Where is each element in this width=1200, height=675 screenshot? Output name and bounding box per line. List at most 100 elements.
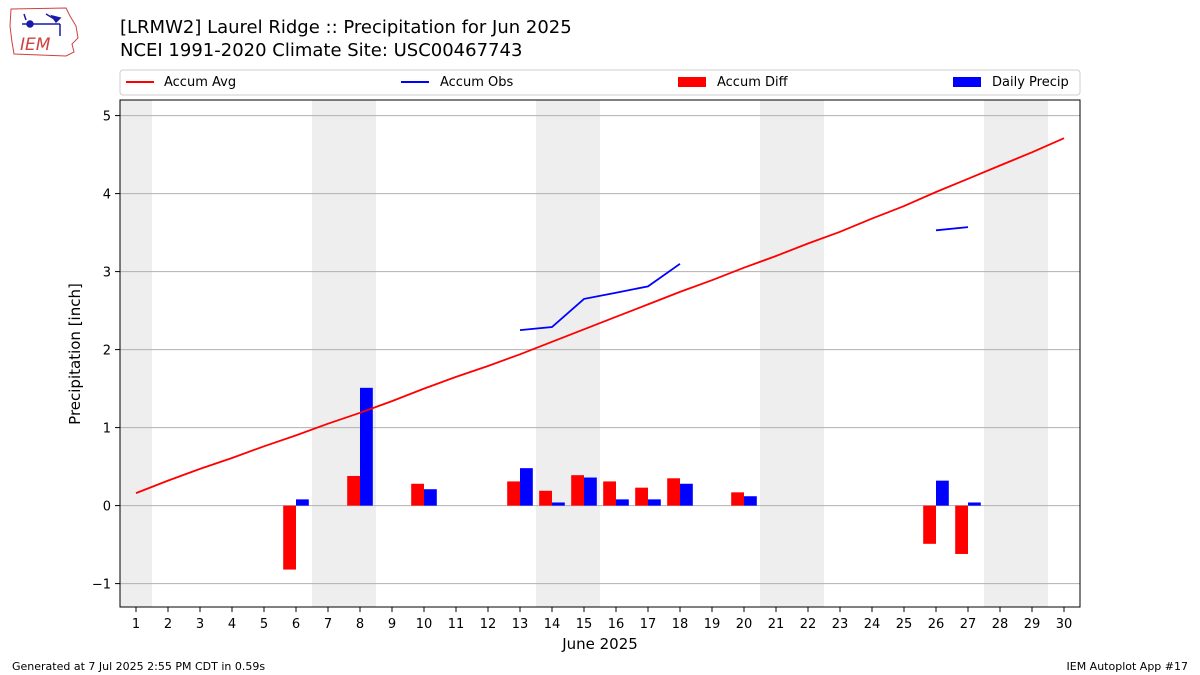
daily-precip-bar-day-14 [552,502,565,506]
x-tick-label: 10 [416,617,433,632]
weekend-band-29 [1016,100,1048,607]
x-tick-label: 4 [228,617,236,632]
accum-diff-bar-day-10 [411,483,424,506]
x-tick-label: 18 [672,617,689,632]
legend-label-accum-obs: Accum Obs [440,75,513,90]
logo-text: IEM [20,35,51,55]
x-tick-label: 17 [640,617,657,632]
lines [135,137,1065,494]
bars [283,387,981,570]
weekend-band-21 [760,100,792,607]
legend: Accum Avg Accum Obs Accum Diff Daily Pre… [119,69,1081,96]
weekend-band-15 [568,100,600,607]
x-tick-label: 7 [324,617,332,632]
y-tick-label: 1 [103,422,111,437]
chart-title: [LRMW2] Laurel Ridge :: Precipitation fo… [120,17,572,38]
accum-diff-bar-day-27 [955,505,968,554]
y-tick-label: 5 [103,110,111,125]
iem-logo: IEM [9,7,79,57]
legend-label-accum-avg: Accum Avg [164,75,236,90]
accum-diff-bar-day-17 [635,487,648,506]
accum-obs-line-1 [935,226,969,232]
legend-entry-accum-diff: Accum Diff [678,75,789,90]
daily-precip-bar-day-13 [520,468,533,506]
y-tick-label: 4 [103,188,111,203]
x-tick-label: 21 [768,617,785,632]
weather-instruments-icon [22,13,62,36]
x-tick-label: 13 [512,617,529,632]
y-axis-label: Precipitation [inch] [66,283,84,425]
daily-precip-bar-day-8 [360,387,373,506]
legend-label-daily-precip: Daily Precip [992,75,1069,90]
x-tick-label: 16 [608,617,625,632]
daily-precip-bar-day-17 [648,499,661,506]
daily-precip-bar-day-20 [744,496,757,506]
x-tick-label: 27 [960,617,977,632]
legend-entry-accum-avg: Accum Avg [126,75,236,90]
x-tick-label: 6 [292,617,300,632]
y-tick-label: −1 [92,578,111,593]
x-axis-label: June 2025 [561,635,638,653]
chart-subtitle: NCEI 1991-2020 Climate Site: USC00467743 [120,40,523,61]
x-tick-label: 28 [992,617,1009,632]
x-tick-label: 9 [388,617,396,632]
x-tick-label: 8 [356,617,364,632]
x-tick-label: 14 [544,617,561,632]
daily-precip-bar-day-18 [680,483,693,506]
x-tick-label: 3 [196,617,204,632]
plot-frame [119,99,1081,608]
x-tick-label: 25 [896,617,913,632]
weekend-shading [120,100,1048,607]
weekend-band-8 [344,100,376,607]
legend-swatch-accum-diff [678,77,706,87]
daily-precip-bar-day-15 [584,477,597,506]
accum-diff-bar-day-8 [347,475,360,506]
legend-frame [119,69,1081,96]
x-tick-label: 15 [576,617,593,632]
x-tick-label: 12 [480,617,497,632]
legend-swatch-daily-precip [953,77,981,87]
x-tick-label: 19 [704,617,721,632]
accum-diff-bar-day-14 [539,490,552,506]
x-tick-label: 11 [448,617,465,632]
accum-diff-bar-day-13 [507,481,520,506]
weekend-band-14 [536,100,568,607]
x-tick-label: 30 [1056,617,1073,632]
weekend-band-1 [120,100,152,607]
accum-diff-bar-day-15 [571,475,584,506]
daily-precip-bar-day-27 [968,502,981,506]
daily-precip-bar-day-6 [296,499,309,506]
x-tick-label: 22 [800,617,817,632]
y-tick-label: 3 [103,266,111,281]
x-tick-label: 1 [132,617,140,632]
app-credit: IEM Autoplot App #17 [1066,660,1189,673]
grid-lines [120,115,1080,585]
x-tick-label: 20 [736,617,753,632]
daily-precip-bar-day-10 [424,489,437,506]
accum-avg-line-0 [135,137,1065,494]
legend-entry-accum-obs: Accum Obs [401,75,513,90]
legend-entry-daily-precip: Daily Precip [953,75,1069,90]
x-tick-label: 5 [260,617,268,632]
legend-label-accum-diff: Accum Diff [717,75,789,90]
iowa-outline-icon [9,7,79,57]
accum-diff-bar-day-20 [731,492,744,506]
weekend-band-28 [984,100,1016,607]
x-tick-label: 24 [864,617,881,632]
daily-precip-bar-day-16 [616,499,629,506]
accum-diff-bar-day-18 [667,478,680,506]
x-tick-label: 29 [1024,617,1041,632]
daily-precip-bar-day-26 [936,480,949,506]
x-tick-label: 23 [832,617,849,632]
x-tick-label: 26 [928,617,945,632]
accum-obs-line-0 [519,263,681,331]
y-tick-label: 0 [103,500,111,515]
x-tick-label: 2 [164,617,172,632]
accum-diff-bar-day-16 [603,481,616,506]
y-tick-label: 2 [103,344,111,359]
weekend-band-7 [312,100,344,607]
generated-timestamp: Generated at 7 Jul 2025 2:55 PM CDT in 0… [12,660,266,673]
accum-diff-bar-day-26 [923,505,936,544]
